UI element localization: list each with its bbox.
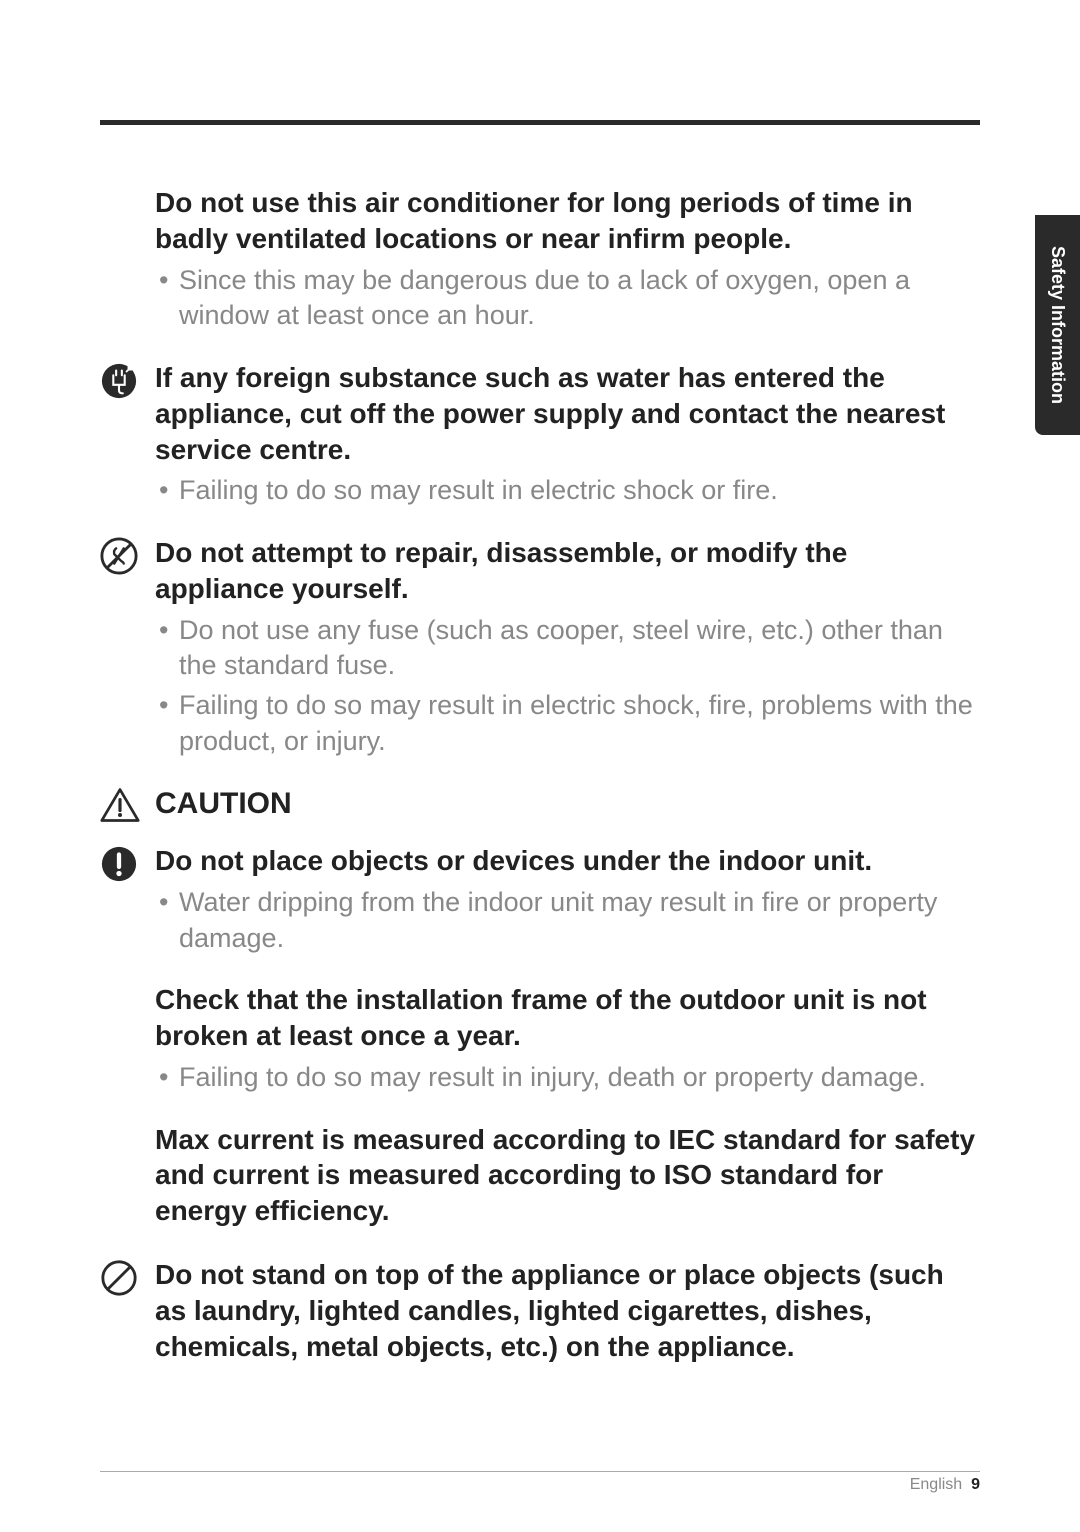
section-3-heading: Do not attempt to repair, disassemble, o… [155,535,980,607]
section-4-heading: Do not place objects or devices under th… [155,843,980,879]
sidebar-tab: Safety Information [1035,215,1080,435]
section-4-bullet: Water dripping from the indoor unit may … [155,885,980,956]
section-5-bullet: Failing to do so may result in injury, d… [155,1060,980,1096]
caution-label: CAUTION [155,787,292,821]
footer-text: English 9 [910,1476,980,1494]
section-2: If any foreign substance such as water h… [100,360,980,513]
page-content: Do not use this air conditioner for long… [100,0,980,1532]
section-2-bullet: Failing to do so may result in electric … [155,473,980,509]
top-divider [100,120,980,125]
section-5: Check that the installation frame of the… [100,982,980,1099]
no-disassemble-icon [100,537,138,575]
unplug-icon [100,362,138,400]
section-3: Do not attempt to repair, disassemble, o… [100,535,980,763]
section-1: Do not use this air conditioner for long… [100,185,980,338]
section-1-bullet: Since this may be dangerous due to a lac… [155,263,980,334]
section-6-heading: Max current is measured according to IEC… [155,1122,980,1229]
warning-triangle-icon [100,787,140,823]
footer-divider [100,1471,980,1472]
section-3-bullet-2: Failing to do so may result in electric … [155,688,980,759]
section-7: Do not stand on top of the appliance or … [100,1257,980,1370]
caution-heading-row: CAUTION [100,785,980,823]
section-5-heading: Check that the installation frame of the… [155,982,980,1054]
section-1-heading: Do not use this air conditioner for long… [155,185,980,257]
section-6: Max current is measured according to IEC… [100,1122,980,1235]
section-4: Do not place objects or devices under th… [100,843,980,960]
section-2-heading: If any foreign substance such as water h… [155,360,980,467]
section-7-heading: Do not stand on top of the appliance or … [155,1257,980,1364]
section-3-bullet-1: Do not use any fuse (such as cooper, ste… [155,613,980,684]
footer-page: 9 [971,1476,980,1493]
prohibit-icon [100,1259,138,1297]
info-exclaim-icon [100,845,138,883]
sidebar-label: Safety Information [1047,246,1068,404]
footer-language: English [910,1476,962,1493]
